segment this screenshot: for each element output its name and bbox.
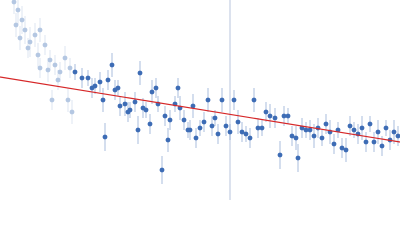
data-point bbox=[319, 135, 325, 141]
data-point bbox=[72, 69, 78, 75]
data-point bbox=[193, 135, 199, 141]
data-point bbox=[201, 119, 207, 125]
data-point bbox=[37, 65, 43, 71]
data-point bbox=[367, 121, 373, 127]
data-point bbox=[162, 113, 168, 119]
data-point bbox=[391, 129, 397, 135]
data-point bbox=[359, 125, 365, 131]
data-point bbox=[235, 119, 241, 125]
data-point bbox=[100, 97, 106, 103]
data-point bbox=[205, 97, 211, 103]
data-point bbox=[92, 83, 98, 89]
data-point bbox=[243, 131, 249, 137]
fit-line bbox=[0, 76, 400, 143]
data-point bbox=[395, 133, 400, 139]
data-point bbox=[231, 97, 237, 103]
data-point bbox=[351, 127, 357, 133]
data-point bbox=[79, 75, 85, 81]
data-point bbox=[15, 7, 21, 13]
data-point bbox=[197, 125, 203, 131]
data-point bbox=[383, 125, 389, 131]
data-point bbox=[149, 89, 155, 95]
data-point bbox=[127, 107, 133, 113]
data-point bbox=[212, 115, 218, 121]
data-point bbox=[227, 129, 233, 135]
data-point bbox=[323, 121, 329, 127]
data-point bbox=[263, 109, 269, 115]
data-point bbox=[343, 147, 349, 153]
data-point bbox=[295, 155, 301, 161]
data-point bbox=[165, 137, 171, 143]
data-point bbox=[293, 135, 299, 141]
data-point bbox=[135, 127, 141, 133]
data-point bbox=[311, 133, 317, 139]
data-point bbox=[277, 152, 283, 158]
data-point bbox=[209, 123, 215, 129]
data-point bbox=[25, 45, 31, 51]
data-point bbox=[52, 62, 58, 68]
data-point bbox=[181, 117, 187, 123]
data-point bbox=[45, 67, 51, 73]
data-point bbox=[97, 79, 103, 85]
data-point bbox=[281, 113, 287, 119]
data-point bbox=[219, 97, 225, 103]
data-point bbox=[347, 123, 353, 129]
data-point bbox=[62, 55, 68, 61]
data-point bbox=[67, 65, 73, 71]
chart bbox=[0, 0, 400, 200]
data-point bbox=[363, 139, 369, 145]
data-point bbox=[187, 127, 193, 133]
data-point bbox=[137, 70, 143, 76]
data-point bbox=[267, 113, 273, 119]
data-point bbox=[190, 103, 196, 109]
data-point bbox=[27, 39, 33, 45]
data-point bbox=[285, 113, 291, 119]
data-point bbox=[307, 127, 313, 133]
data-point bbox=[215, 131, 221, 137]
data-point bbox=[379, 143, 385, 149]
data-point bbox=[22, 27, 28, 33]
data-point bbox=[109, 62, 115, 68]
data-point bbox=[143, 107, 149, 113]
data-point bbox=[239, 129, 245, 135]
data-point bbox=[122, 101, 128, 107]
data-point bbox=[175, 85, 181, 91]
data-point bbox=[117, 103, 123, 109]
data-point bbox=[339, 145, 345, 151]
data-point bbox=[375, 129, 381, 135]
data-point bbox=[371, 139, 377, 145]
data-point bbox=[147, 121, 153, 127]
data-point bbox=[65, 97, 71, 103]
data-point bbox=[35, 52, 41, 58]
data-point bbox=[69, 109, 75, 115]
data-point bbox=[289, 133, 295, 139]
data-point bbox=[251, 97, 257, 103]
data-point bbox=[19, 17, 25, 23]
data-point bbox=[159, 167, 165, 173]
data-point bbox=[11, 0, 17, 5]
data-point bbox=[223, 123, 229, 129]
data-point bbox=[115, 85, 121, 91]
data-point bbox=[47, 57, 53, 63]
data-point bbox=[102, 134, 108, 140]
data-point bbox=[105, 77, 111, 83]
data-point bbox=[42, 42, 48, 48]
data-point bbox=[132, 99, 138, 105]
data-point bbox=[17, 35, 23, 41]
data-point bbox=[247, 135, 253, 141]
data-point bbox=[272, 115, 278, 121]
data-point bbox=[13, 22, 19, 28]
data-point bbox=[259, 125, 265, 131]
data-point bbox=[331, 141, 337, 147]
data-point bbox=[85, 75, 91, 81]
data-point bbox=[303, 127, 309, 133]
data-point bbox=[153, 85, 159, 91]
data-point bbox=[49, 97, 55, 103]
data-point bbox=[57, 69, 63, 75]
data-point bbox=[32, 32, 38, 38]
data-point bbox=[167, 117, 173, 123]
data-point bbox=[255, 125, 261, 131]
data-point bbox=[55, 77, 61, 83]
data-point bbox=[37, 27, 43, 33]
